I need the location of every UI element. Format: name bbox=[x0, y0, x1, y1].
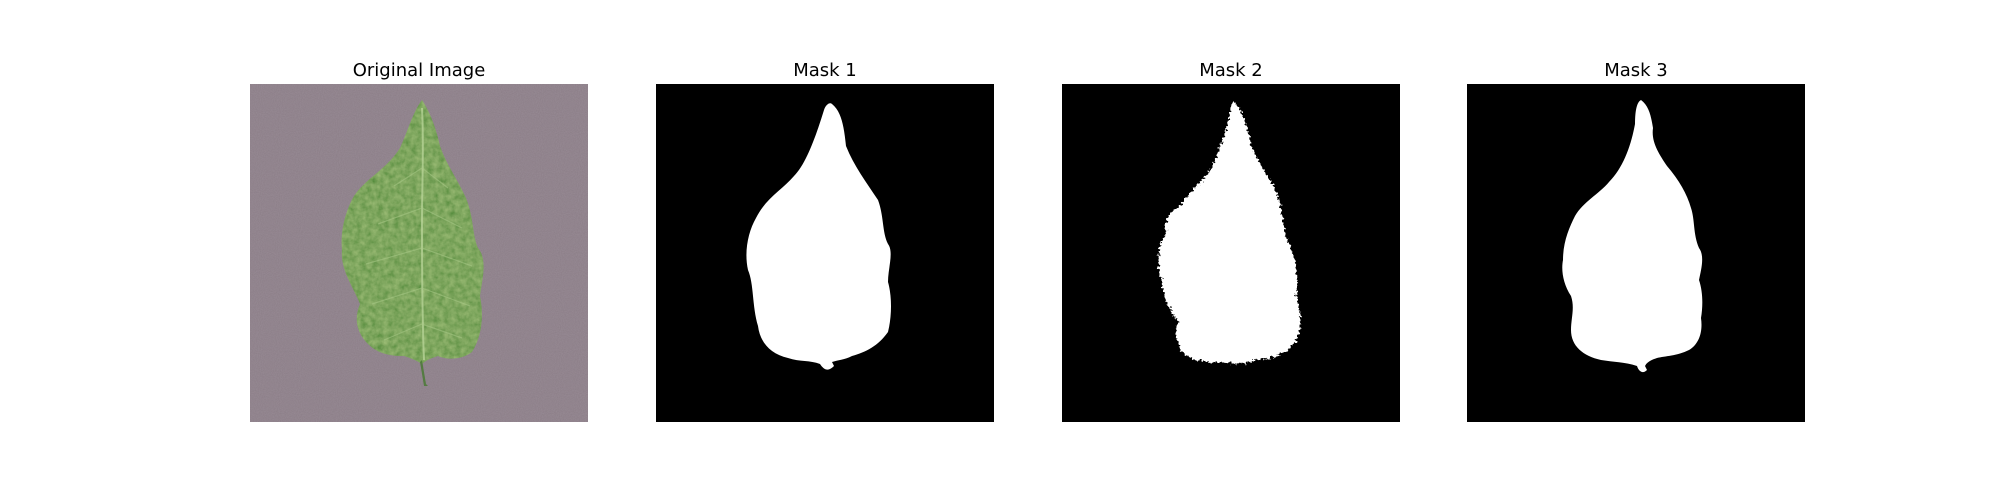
original-image-panel: Original Image bbox=[250, 58, 588, 422]
mask-1-panel: Mask 1 bbox=[656, 58, 994, 422]
mask-3-foreground bbox=[1562, 100, 1703, 373]
mask-3-panel: Mask 3 bbox=[1467, 58, 1805, 422]
leaf-photo bbox=[250, 84, 588, 422]
mask-2-title: Mask 2 bbox=[1199, 60, 1263, 81]
mask-2-panel: Mask 2 bbox=[1062, 58, 1400, 422]
mask-2-foreground bbox=[1158, 102, 1301, 364]
mask-3-image bbox=[1467, 84, 1805, 422]
mask-1-title: Mask 1 bbox=[793, 60, 857, 81]
original-image-title: Original Image bbox=[352, 60, 486, 81]
mask-1-image bbox=[656, 84, 994, 422]
mask-3-title: Mask 3 bbox=[1604, 60, 1668, 81]
mask-1-foreground bbox=[746, 103, 891, 370]
mask-2-image bbox=[1062, 84, 1400, 422]
